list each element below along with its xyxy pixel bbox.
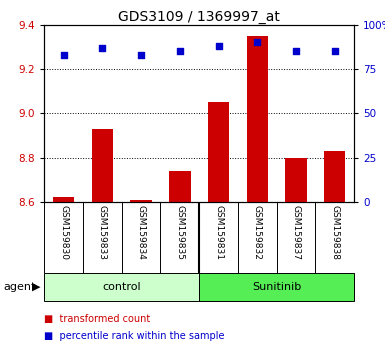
Point [254,40,260,45]
Text: GSM159831: GSM159831 [214,205,223,260]
Text: control: control [102,282,141,292]
Text: ■  percentile rank within the sample: ■ percentile rank within the sample [44,331,225,341]
Point [332,48,338,54]
Text: GSM159830: GSM159830 [59,205,68,260]
Text: agent: agent [4,282,36,292]
Bar [44,273,199,301]
Point [216,43,222,49]
Bar [247,36,268,202]
Bar [169,171,191,202]
Text: GSM159833: GSM159833 [98,205,107,260]
Text: GSM159834: GSM159834 [137,205,146,260]
Title: GDS3109 / 1369997_at: GDS3109 / 1369997_at [118,10,280,24]
Bar [208,102,229,202]
Bar [199,273,354,301]
Text: GSM159837: GSM159837 [291,205,301,260]
Text: GSM159838: GSM159838 [330,205,339,260]
Text: Sunitinib: Sunitinib [252,282,301,292]
Point [60,52,67,58]
Text: GSM159832: GSM159832 [253,205,262,260]
Bar [324,151,345,202]
Point [138,52,144,58]
Point [99,45,105,51]
Text: ■  transformed count: ■ transformed count [44,314,151,324]
Point [177,48,183,54]
Bar [131,200,152,202]
Text: ▶: ▶ [32,282,40,292]
Point [293,48,299,54]
Bar [53,198,74,202]
Bar [285,158,307,202]
Text: GSM159835: GSM159835 [175,205,184,260]
Bar [92,129,113,202]
